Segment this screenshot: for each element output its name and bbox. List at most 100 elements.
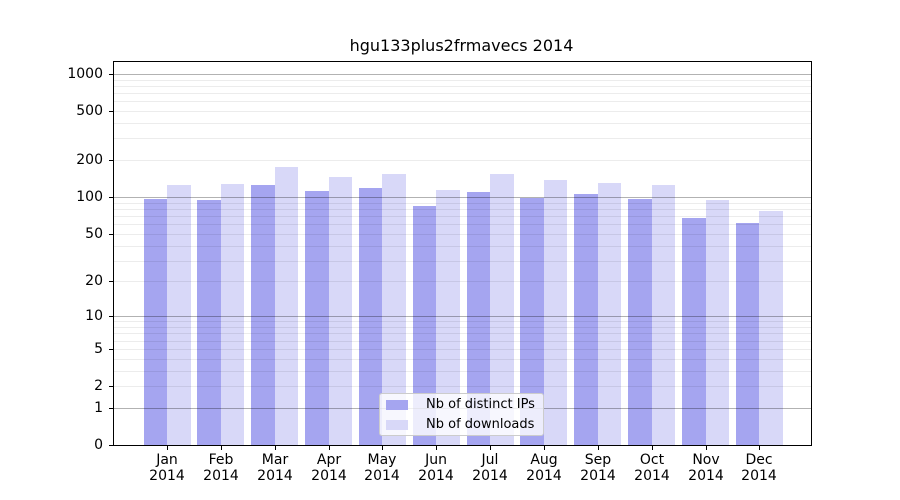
x-tick-mark [706,446,707,450]
x-tick-mark [759,446,760,450]
legend-label-downloads: Nb of downloads [426,417,535,432]
x-tick-label: Jan 2014 [149,452,185,484]
x-tick-mark [382,446,383,450]
y-tick-label: 200 [76,152,103,168]
y-tick-label: 500 [76,103,103,119]
gridline-major [114,197,811,199]
gridline-minor [114,358,811,360]
bar-nb-of-distinct-ips-dec-2014 [735,223,760,445]
gridline-minor [114,160,811,162]
gridline-minor [114,224,811,226]
y-tick-label: 1 [94,400,103,416]
x-tick-label: Jul 2014 [472,452,508,484]
x-tick-mark [652,446,653,450]
bar-nb-of-downloads-jun-2014 [436,189,460,445]
bar-nb-of-distinct-ips-jan-2014 [143,198,167,445]
x-tick-mark [329,446,330,450]
legend-label-distinct-ips: Nb of distinct IPs [426,397,535,412]
bar-nb-of-downloads-jan-2014 [167,184,191,445]
plot-area [113,61,812,446]
gridline-minor [114,101,811,103]
x-tick-label: Aug 2014 [526,452,562,484]
bar-nb-of-downloads-sep-2014 [597,183,622,445]
x-tick-mark [598,446,599,450]
y-tick-label: 20 [85,273,103,289]
x-tick-mark [544,446,545,450]
bar-nb-of-distinct-ips-jul-2014 [466,191,491,445]
bar-nb-of-distinct-ips-nov-2014 [682,217,706,445]
y-tick-mark [109,160,113,161]
x-tick-mark [436,446,437,450]
gridline-minor [114,281,811,283]
y-tick-mark [109,386,113,387]
bar-nb-of-downloads-dec-2014 [759,210,783,445]
y-tick-mark [109,234,113,235]
y-tick-label: 50 [85,226,103,242]
y-tick-mark [109,281,113,282]
x-tick-label: Mar 2014 [257,452,293,484]
gridline-minor [114,245,811,247]
gridline-minor [114,216,811,217]
y-tick-label: 0 [94,437,103,453]
bar-nb-of-downloads-oct-2014 [651,185,676,445]
bar-nb-of-downloads-jul-2014 [490,174,514,445]
bars-layer [114,62,811,445]
legend-swatch-downloads [386,419,408,430]
gridlines-layer [114,62,811,445]
bar-nb-of-distinct-ips-may-2014 [358,188,383,445]
y-tick-mark [109,445,113,446]
y-tick-label: 1000 [67,66,103,82]
gridline-minor [114,138,811,140]
x-tick-mark [167,446,168,450]
bar-nb-of-distinct-ips-jun-2014 [412,206,437,445]
legend-item-downloads: Nb of downloads [380,415,543,435]
bar-nb-of-distinct-ips-mar-2014 [251,185,275,445]
y-tick-mark [109,349,113,350]
gridline-major [114,73,811,75]
y-tick-mark [109,316,113,317]
gridline-minor [114,233,811,235]
x-tick-label: Feb 2014 [203,452,239,484]
bar-nb-of-distinct-ips-sep-2014 [574,193,598,445]
bar-nb-of-downloads-may-2014 [382,173,406,445]
y-tick-label: 100 [76,189,103,205]
y-tick-mark [109,74,113,75]
x-tick-mark [221,446,222,450]
gridline-minor [114,123,811,124]
legend: Nb of distinct IPs Nb of downloads [379,393,544,436]
gridline-major [114,316,811,318]
bar-nb-of-downloads-aug-2014 [543,180,568,445]
x-tick-label: Jun 2014 [418,452,454,484]
x-tick-label: Apr 2014 [311,452,347,484]
legend-swatch-distinct-ips [386,399,408,410]
x-tick-label: Nov 2014 [688,452,724,484]
y-tick-mark [109,111,113,112]
x-tick-mark [490,446,491,450]
gridline-minor [114,260,811,262]
bar-nb-of-distinct-ips-apr-2014 [305,190,329,445]
y-tick-mark [109,408,113,409]
gridline-minor [114,321,811,323]
gridline-minor [114,111,811,112]
bar-nb-of-downloads-apr-2014 [328,176,353,445]
x-tick-label: Oct 2014 [634,452,670,484]
x-tick-label: Sep 2014 [580,452,616,484]
y-tick-label: 2 [94,378,103,394]
y-tick-label: 10 [85,308,103,324]
bar-nb-of-distinct-ips-oct-2014 [628,198,652,445]
bar-nb-of-distinct-ips-aug-2014 [520,197,544,445]
bar-nb-of-downloads-mar-2014 [274,167,299,445]
gridline-minor [114,386,811,387]
x-tick-label: May 2014 [364,452,400,484]
y-tick-label: 5 [94,341,103,357]
gridline-minor [114,202,811,204]
bar-nb-of-distinct-ips-feb-2014 [197,199,221,445]
x-tick-mark [275,446,276,450]
legend-item-distinct-ips: Nb of distinct IPs [380,395,543,415]
y-tick-mark [109,197,113,198]
chart-title: hgu133plus2frmavecs 2014 [349,36,574,55]
bar-nb-of-downloads-nov-2014 [705,200,729,445]
gridline-minor [114,85,811,87]
gridline-minor [114,208,811,210]
